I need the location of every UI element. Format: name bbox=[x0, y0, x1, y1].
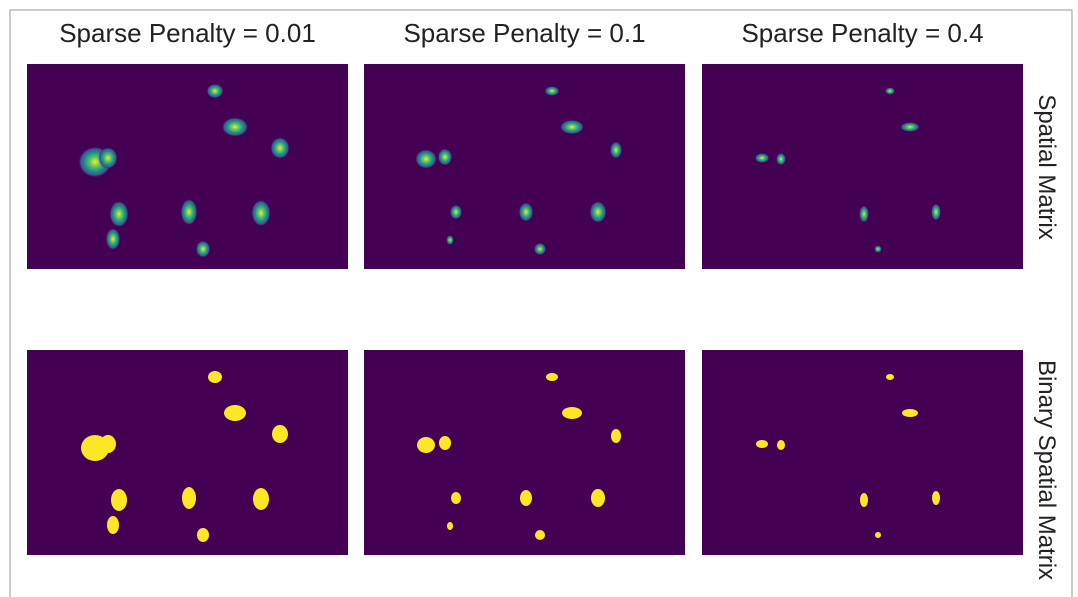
binary-blob bbox=[591, 489, 605, 507]
heat-blob bbox=[518, 202, 534, 222]
column-title: Sparse Penalty = 0.01 bbox=[59, 18, 316, 48]
binary-blob bbox=[902, 409, 918, 417]
binary-blob bbox=[611, 429, 621, 443]
binary-blob bbox=[253, 488, 269, 510]
panel bbox=[364, 350, 685, 555]
panel bbox=[364, 64, 685, 269]
heat-blob bbox=[931, 203, 941, 221]
column-title: Sparse Penalty = 0.4 bbox=[741, 18, 983, 48]
binary-blob bbox=[272, 425, 288, 443]
binary-blob bbox=[756, 440, 768, 448]
heat-blob bbox=[450, 204, 462, 220]
heat-blob bbox=[589, 201, 607, 223]
binary-blob bbox=[562, 407, 582, 419]
heat-blob bbox=[446, 235, 454, 245]
heat-blob bbox=[221, 117, 249, 137]
panels bbox=[27, 64, 1023, 555]
heat-blob bbox=[859, 205, 869, 223]
panel bbox=[702, 64, 1023, 269]
binary-blob bbox=[546, 373, 558, 381]
binary-blob bbox=[439, 436, 451, 450]
binary-blob bbox=[520, 490, 532, 506]
panel bbox=[27, 350, 348, 555]
heat-blob bbox=[98, 147, 118, 169]
panel bbox=[702, 350, 1023, 555]
heat-blob bbox=[105, 228, 121, 250]
binary-blob bbox=[886, 374, 894, 380]
heat-blob bbox=[195, 240, 211, 258]
column-title: Sparse Penalty = 0.1 bbox=[403, 18, 645, 48]
row-label: Binary Spatial Matrix bbox=[1033, 360, 1060, 580]
heat-blob bbox=[415, 149, 437, 169]
heat-blob bbox=[900, 122, 920, 132]
binary-blob bbox=[100, 435, 116, 453]
binary-blob bbox=[535, 530, 545, 540]
binary-blob bbox=[224, 405, 246, 421]
binary-blob bbox=[208, 371, 222, 383]
binary-blob bbox=[451, 492, 461, 504]
binary-blob bbox=[107, 516, 119, 534]
frame bbox=[9, 9, 1073, 597]
binary-blob bbox=[932, 491, 940, 505]
heat-blob bbox=[885, 87, 895, 95]
heat-blob bbox=[560, 119, 584, 135]
binary-blob bbox=[447, 522, 453, 530]
heat-blob bbox=[109, 200, 129, 228]
binary-blob bbox=[417, 437, 435, 453]
heat-blob bbox=[754, 153, 770, 163]
heat-blob bbox=[776, 153, 786, 165]
panel bbox=[27, 64, 348, 269]
binary-blob bbox=[875, 532, 881, 538]
binary-blob bbox=[197, 528, 209, 542]
binary-blob bbox=[182, 487, 196, 509]
binary-blob bbox=[111, 489, 127, 511]
binary-blob bbox=[860, 493, 868, 507]
labels: Sparse Penalty = 0.01 Sparse Penalty = 0.… bbox=[59, 18, 1060, 580]
heat-blob bbox=[270, 137, 290, 159]
binary-blob bbox=[777, 440, 785, 450]
heat-blob bbox=[437, 148, 453, 166]
heat-blob bbox=[610, 141, 622, 159]
heat-blob bbox=[874, 245, 882, 253]
heat-blob bbox=[180, 198, 198, 226]
heat-blob bbox=[544, 86, 560, 96]
heat-blob bbox=[534, 243, 546, 255]
heat-blob bbox=[206, 83, 224, 99]
heat-blob bbox=[251, 199, 271, 227]
row-label: Spatial Matrix bbox=[1033, 94, 1060, 239]
